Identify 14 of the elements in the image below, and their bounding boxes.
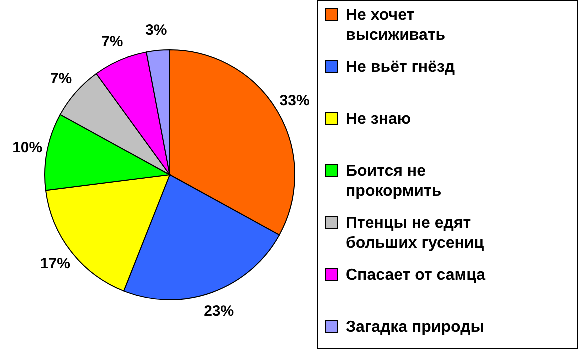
legend-label: Спасает от самца — [346, 267, 486, 284]
data-label: 23% — [204, 302, 234, 320]
data-label: 7% — [50, 70, 72, 88]
legend-label: Загадка природы — [346, 319, 484, 336]
data-label: 10% — [12, 139, 43, 156]
data-label: 3% — [146, 22, 168, 40]
legend-label: Не знаю — [346, 111, 412, 128]
data-label: 17% — [40, 255, 70, 272]
legend-label: Боится не прокормить — [346, 163, 442, 200]
legend-label: Не вьёт гнёзд — [346, 59, 456, 76]
legend-label: Не хочет высиживать — [346, 7, 446, 44]
data-label: 33% — [280, 92, 310, 110]
data-label: 7% — [102, 33, 124, 50]
legend-label: Птенцы не едят больших гусениц — [346, 215, 484, 252]
